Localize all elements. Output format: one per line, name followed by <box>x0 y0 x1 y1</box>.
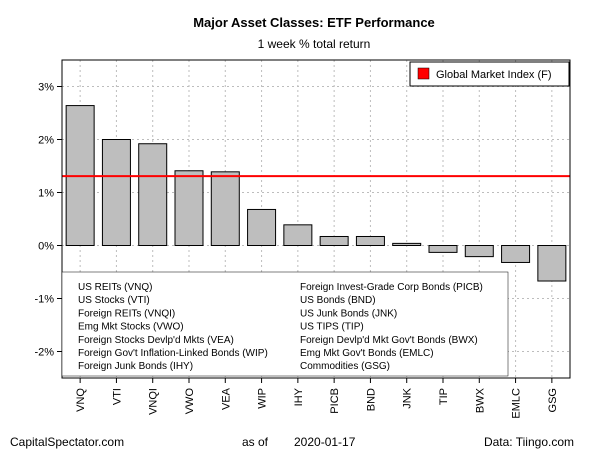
chart-subtitle: 1 week % total return <box>258 37 371 51</box>
x-tick-label-tip: TIP <box>438 388 450 405</box>
ticker-key-entry: US TIPS (TIP) <box>300 322 364 333</box>
legend-swatch <box>417 67 430 80</box>
ticker-key-entry: Commodities (GSG) <box>300 361 390 372</box>
footer-as-of: as of <box>242 435 269 449</box>
x-tick-label-picb: PICB <box>329 388 341 414</box>
footer-date: 2020-01-17 <box>294 435 356 449</box>
bar-emlc <box>501 245 531 263</box>
x-tick-label-gsg: GSG <box>547 388 559 412</box>
x-tick-label-vea: VEA <box>220 387 232 410</box>
x-tick-label-bwx: BWX <box>474 387 486 413</box>
ticker-key-entry: Emg Mkt Gov't Bonds (EMLC) <box>300 348 434 359</box>
ticker-key-entry: Foreign Junk Bonds (IHY) <box>78 361 193 372</box>
x-tick-label-vti: VTI <box>111 388 123 405</box>
ticker-key-entry: Foreign Stocks Devlp'd Mkts (VEA) <box>78 335 234 346</box>
bar-bwx <box>464 245 494 258</box>
ticker-key-entry: US REITs (VNQ) <box>78 282 152 293</box>
legend-box <box>409 61 570 87</box>
x-tick-label-emlc: EMLC <box>511 388 523 419</box>
y-tick-label: 1% <box>38 188 54 200</box>
x-tick-label-ihy: IHY <box>293 387 305 406</box>
ticker-key: US REITs (VNQ) US Stocks (VTI) Foreign REI… <box>61 271 509 377</box>
bar-vwo <box>174 170 204 247</box>
axis-layer: -2% -1% 0% 1% 2% 3% VNQ VTI VNQI VWO VEA WIP IHY PICB… <box>34 59 571 419</box>
ticker-key-box <box>61 271 509 377</box>
y-tick-label: 2% <box>38 135 54 147</box>
bar-vti <box>101 139 131 246</box>
x-tick-label-vwo: VWO <box>184 388 196 415</box>
y-tick-label: 3% <box>38 82 54 94</box>
bar-picb <box>319 235 349 247</box>
legend: Global Market Index (F) <box>409 61 570 87</box>
footer-source: CapitalSpectator.com <box>10 435 124 449</box>
bar-bnd <box>355 235 385 247</box>
ticker-key-entry: Foreign Gov't Inflation-Linked Bonds (WI… <box>78 348 268 359</box>
bar-jnk <box>392 242 422 247</box>
y-tick-label: 0% <box>38 241 54 253</box>
x-tick-label-jnk: JNK <box>402 387 414 408</box>
plot-frame <box>61 59 571 379</box>
bar-layer <box>65 105 567 282</box>
bar-ihy <box>283 224 313 247</box>
bar-vea <box>210 171 240 246</box>
ticker-key-entry: US Bonds (BND) <box>300 295 376 306</box>
x-tick-label-vnqi: VNQI <box>148 388 160 415</box>
ticker-key-entry: Foreign Invest-Grade Corp Bonds (PICB) <box>300 282 483 293</box>
ticker-key-entry: Emg Mkt Stocks (VWO) <box>78 322 184 333</box>
x-tick-label-wip: WIP <box>257 388 269 409</box>
ticker-key-entry: Foreign Devlp'd Mkt Gov't Bonds (BWX) <box>300 335 478 346</box>
ticker-key-entry: US Stocks (VTI) <box>78 295 150 306</box>
bar-gsg <box>537 245 567 282</box>
legend-label: Global Market Index (F) <box>436 69 552 81</box>
chart-title: Major Asset Classes: ETF Performance <box>193 15 435 30</box>
x-tick-label-vnq: VNQ <box>75 388 87 412</box>
y-tick-label: -2% <box>34 347 54 359</box>
footer-data-credit: Data: Tiingo.com <box>484 435 574 449</box>
ticker-key-right-column: Foreign Invest-Grade Corp Bonds (PICB) US… <box>300 282 483 372</box>
ticker-key-entry: US Junk Bonds (JNK) <box>300 308 397 319</box>
bar-wip <box>247 208 277 247</box>
x-tick-label-bnd: BND <box>365 388 377 411</box>
bar-tip <box>428 245 458 253</box>
ticker-key-left-column: US REITs (VNQ) US Stocks (VTI) Foreign REI… <box>78 282 268 372</box>
bar-vnqi <box>138 143 168 247</box>
y-tick-label: -1% <box>34 294 54 306</box>
ticker-key-entry: Foreign REITs (VNQI) <box>78 308 175 319</box>
